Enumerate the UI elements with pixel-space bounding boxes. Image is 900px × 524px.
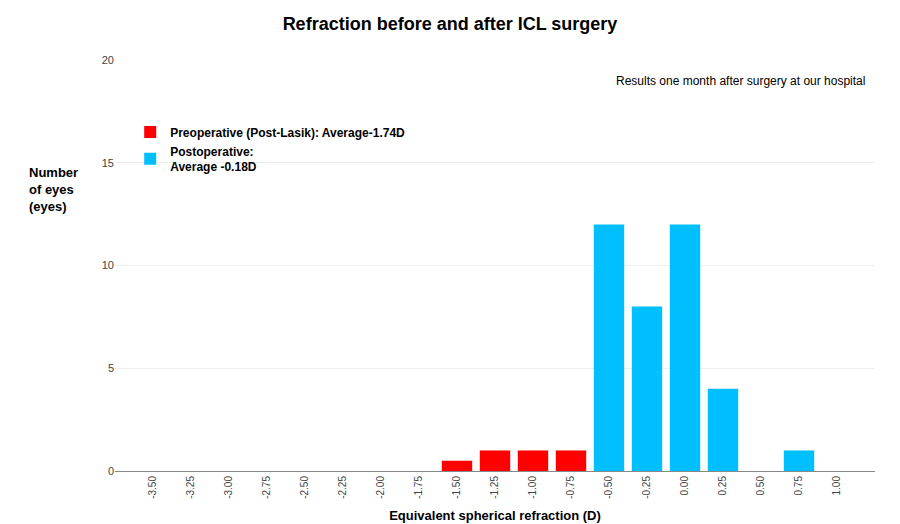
svg-text:0.25: 0.25 — [717, 476, 728, 496]
svg-text:-0.75: -0.75 — [565, 476, 576, 499]
svg-text:-1.00: -1.00 — [527, 476, 538, 499]
svg-text:-2.00: -2.00 — [375, 476, 386, 499]
svg-text:-1.25: -1.25 — [489, 476, 500, 499]
svg-text:0.00: 0.00 — [679, 476, 690, 496]
svg-text:Results one month after surger: Results one month after surgery at our h… — [616, 74, 865, 88]
svg-text:-3.25: -3.25 — [185, 476, 196, 499]
svg-text:-2.25: -2.25 — [337, 476, 348, 499]
svg-text:-3.50: -3.50 — [147, 476, 158, 499]
svg-text:-2.75: -2.75 — [261, 476, 272, 499]
svg-text:1.00: 1.00 — [831, 476, 842, 496]
svg-text:-1.50: -1.50 — [451, 476, 462, 499]
svg-text:Postoperative:Average -0.18D: Postoperative:Average -0.18D — [170, 145, 257, 175]
svg-text:20: 20 — [102, 54, 114, 66]
svg-text:5: 5 — [108, 362, 114, 374]
svg-text:0: 0 — [108, 465, 114, 477]
svg-text:Equivalent spherical refractio: Equivalent spherical refraction (D) — [389, 508, 601, 523]
svg-text:10: 10 — [102, 259, 114, 271]
svg-text:-1.75: -1.75 — [413, 476, 424, 499]
svg-text:-0.50: -0.50 — [603, 476, 614, 499]
svg-text:15: 15 — [102, 157, 114, 169]
svg-text:-2.50: -2.50 — [299, 476, 310, 499]
svg-text:0.50: 0.50 — [755, 476, 766, 496]
svg-text:0.75: 0.75 — [793, 476, 804, 496]
svg-text:Refraction before and after IC: Refraction before and after ICL surgery — [283, 14, 618, 34]
svg-text:-0.25: -0.25 — [641, 476, 652, 499]
svg-text:Preoperative (Post-Lasik): Ave: Preoperative (Post-Lasik): Average-1.74D — [170, 126, 405, 140]
svg-text:-3.00: -3.00 — [223, 476, 234, 499]
svg-text:Numberof eyes(eyes): Numberof eyes(eyes) — [29, 165, 78, 214]
